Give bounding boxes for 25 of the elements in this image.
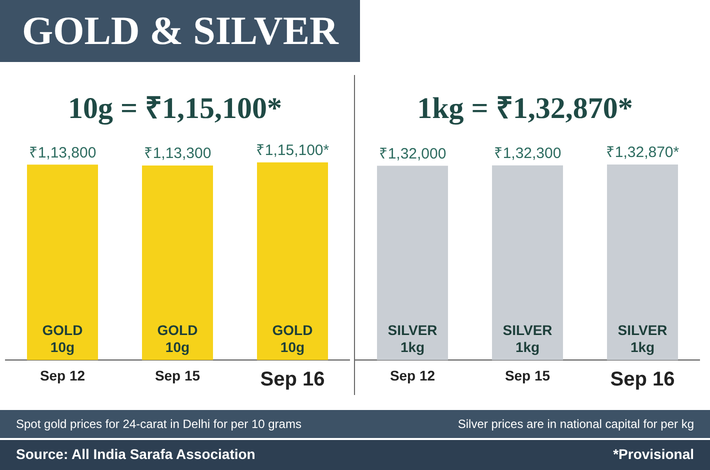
- x-tick-label: Sep 15: [504, 367, 550, 384]
- chart-subtitle: 1kg = ₹1,32,870*: [416, 91, 634, 127]
- annotation: GOLD 10g: [157, 322, 198, 356]
- x-tick-label: Sep 16: [260, 368, 325, 391]
- chart-subtitle: 10g = ₹1,15,100*: [66, 91, 284, 127]
- data-label: ₹1,15,100*: [256, 142, 330, 160]
- data-label: ₹1,32,300: [494, 144, 562, 162]
- text: Spot gold prices for 24-carat in Delhi for per 10 grams: [16, 417, 302, 431]
- text: Silver prices are in national capital for per kg: [458, 417, 694, 431]
- annotation: SILVER 1kg: [618, 322, 668, 356]
- x-tick-label: Sep 12: [390, 367, 436, 384]
- data-label: ₹1,13,300: [144, 145, 212, 162]
- data-label: ₹1,32,870*: [606, 144, 680, 162]
- x-tick-label: Sep 12: [40, 367, 86, 384]
- data-label: ₹1,13,800: [28, 144, 96, 162]
- annotation: SILVER 1kg: [388, 322, 438, 356]
- x-tick-label: Sep 16: [610, 368, 675, 391]
- x-tick-label: Sep 15: [154, 367, 200, 384]
- source-note: Source: All India Sarafa Association: [16, 446, 256, 462]
- annotation: GOLD 10g: [42, 322, 83, 356]
- data-label: ₹1,32,000: [378, 145, 446, 162]
- annotation: SILVER 1kg: [502, 322, 552, 356]
- chart-title: GOLD & SILVER: [0, 0, 360, 62]
- text: *Provisional: [613, 446, 694, 462]
- annotation: GOLD 10g: [272, 322, 313, 356]
